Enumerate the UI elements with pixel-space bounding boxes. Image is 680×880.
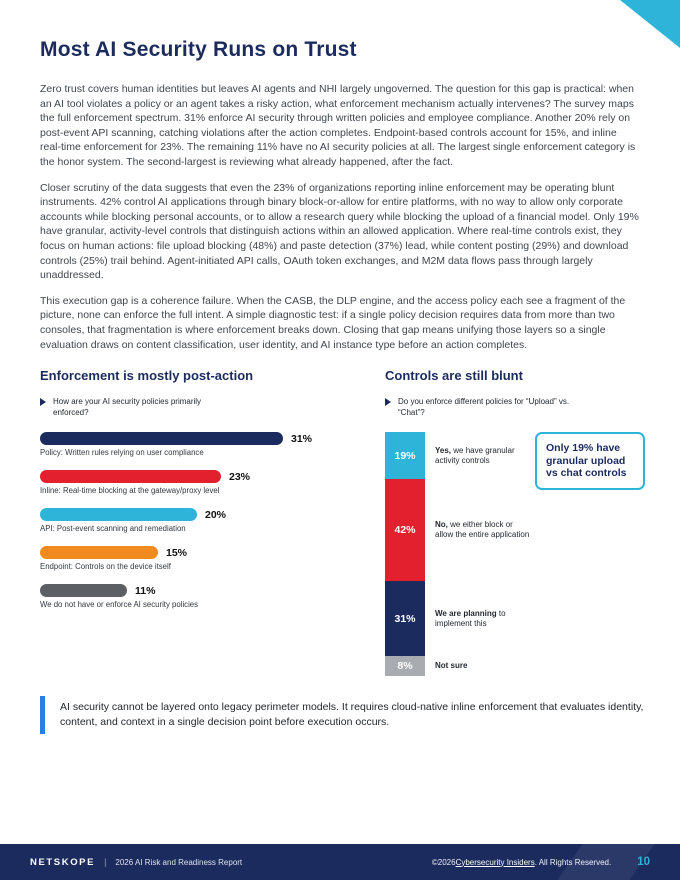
bar-label: We do not have or enforce AI security po…: [40, 600, 199, 610]
bar: [40, 508, 197, 522]
bar-label: API: Post-event scanning and remediation: [40, 524, 186, 534]
segment-value: 42%: [394, 524, 416, 537]
bar-value: 11%: [135, 584, 156, 597]
segment-planning: 31% We are planning to implement this: [385, 581, 640, 657]
chart-controls: Controls are still blunt Do you enforce …: [352, 368, 645, 677]
segment-block: 31%: [385, 581, 425, 657]
footer-report-title: 2026 AI Risk and Readiness Report: [115, 857, 243, 867]
footer-divider: |: [104, 857, 107, 867]
footer-copyright: ©2026 Cybersecurity Insiders . All Right…: [432, 858, 611, 867]
segment-no: 42% No, we either block or allow the ent…: [385, 479, 640, 582]
copyright-prefix: ©2026: [431, 857, 456, 867]
bar: [40, 470, 221, 484]
chart-controls-question: Do you enforce different policies for “U…: [385, 397, 640, 418]
segment-value: 8%: [397, 660, 413, 673]
bar-group-endpoint: 15% Endpoint: Controls on the device its…: [40, 546, 352, 571]
bar-label: Endpoint: Controls on the device itself: [40, 562, 171, 572]
segment-block: 19%: [385, 432, 425, 480]
question-text: Do you enforce different policies for “U…: [398, 397, 570, 417]
segment-label: No, we either block or allow the entire …: [435, 520, 530, 540]
stacked-chart: 19% Yes, we have granular activity contr…: [385, 432, 645, 677]
footer: NETSKOPE | 2026 AI Risk and Readiness Re…: [0, 844, 680, 880]
bar-value: 31%: [291, 432, 313, 445]
bar: [40, 584, 127, 598]
segment-yes: 19% Yes, we have granular activity contr…: [385, 432, 640, 480]
bar-group-policy: 31% Policy: Written rules relying on use…: [40, 432, 352, 457]
segment-label: We are planning to implement this: [435, 608, 506, 628]
segment-block: 8%: [385, 656, 425, 677]
chart-enforcement-heading: Enforcement is mostly post-action: [40, 368, 254, 384]
body-paragraph-2: Closer scrutiny of the data suggests tha…: [40, 181, 639, 282]
cybersecurity-insiders-link[interactable]: Cybersecurity Insiders: [455, 857, 535, 867]
netskope-logo: NETSKOPE: [30, 856, 96, 868]
segment-block: 42%: [385, 479, 425, 582]
pointer-icon: [385, 398, 391, 407]
callout-box: Only 19% have granular upload vs chat co…: [535, 432, 645, 490]
pointer-icon: [40, 398, 46, 407]
pull-quote: AI security cannot be layered onto legac…: [40, 696, 648, 735]
bar-group-inline: 23% Inline: Real-time blocking at the ga…: [40, 470, 352, 495]
segment-value: 31%: [394, 612, 416, 625]
segment-label: Yes, we have granular activity controls: [435, 445, 515, 465]
body-paragraph-1: Zero trust covers human identities but l…: [40, 83, 636, 168]
bar-group-api: 20% API: Post-event scanning and remedia…: [40, 508, 352, 533]
bar: [40, 546, 158, 560]
bar-label: Inline: Real-time blocking at the gatewa…: [40, 486, 220, 496]
copyright-suffix: . All Rights Reserved.: [534, 857, 612, 867]
charts-section: Enforcement is mostly post-action How ar…: [40, 368, 645, 677]
question-text: How are your AI security policies primar…: [53, 397, 202, 417]
chart-enforcement: Enforcement is mostly post-action How ar…: [40, 368, 352, 676]
bar-value: 23%: [229, 470, 251, 483]
bar-group-none: 11% We do not have or enforce AI securit…: [40, 584, 352, 609]
bar: [40, 432, 283, 446]
chart-controls-heading: Controls are still blunt: [385, 368, 523, 384]
segment-value: 19%: [394, 449, 416, 462]
body-paragraph-3: This execution gap is a coherence failur…: [40, 294, 626, 351]
bar-value: 20%: [205, 508, 227, 521]
page-title: Most AI Security Runs on Trust: [40, 38, 357, 61]
bar-value: 15%: [166, 546, 188, 559]
page-number: 10: [637, 856, 650, 868]
chart-enforcement-question: How are your AI security policies primar…: [40, 397, 352, 418]
segment-label: Not sure: [435, 661, 468, 671]
segment-notsure: 8% Not sure: [385, 656, 640, 677]
bar-label: Policy: Written rules relying on user co…: [40, 448, 204, 458]
page-content: Most AI Security Runs on Trust Zero trus…: [40, 38, 648, 735]
